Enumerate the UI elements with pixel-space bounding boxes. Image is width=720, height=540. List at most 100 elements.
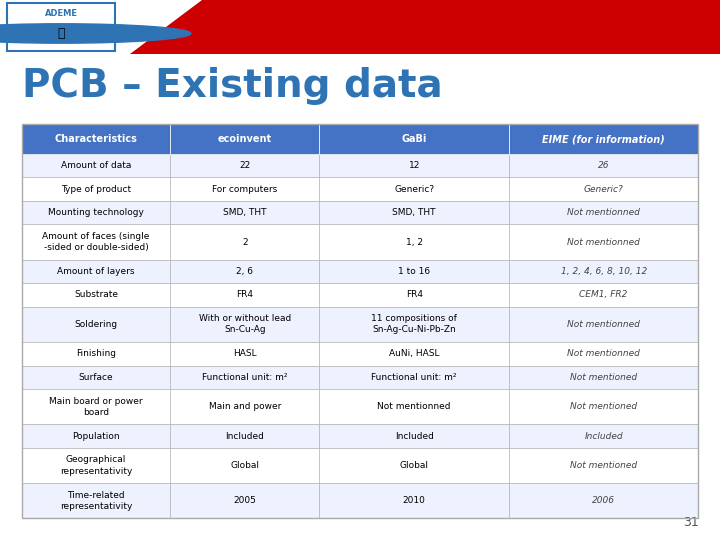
FancyBboxPatch shape: [171, 342, 320, 366]
FancyBboxPatch shape: [509, 366, 698, 389]
FancyBboxPatch shape: [22, 260, 171, 284]
FancyBboxPatch shape: [320, 201, 509, 225]
Text: 🌍: 🌍: [58, 27, 65, 40]
FancyBboxPatch shape: [171, 124, 320, 154]
FancyBboxPatch shape: [320, 154, 509, 178]
Text: 26: 26: [598, 161, 609, 170]
Text: Geographical
representativity: Geographical representativity: [60, 455, 132, 476]
Text: 2006: 2006: [592, 496, 615, 505]
FancyBboxPatch shape: [22, 201, 171, 225]
FancyBboxPatch shape: [171, 178, 320, 201]
FancyBboxPatch shape: [22, 389, 171, 424]
FancyBboxPatch shape: [22, 154, 171, 178]
FancyBboxPatch shape: [7, 3, 115, 51]
FancyBboxPatch shape: [22, 342, 171, 366]
FancyBboxPatch shape: [320, 284, 509, 307]
Text: Amount of data: Amount of data: [61, 161, 131, 170]
Text: Characteristics: Characteristics: [55, 134, 138, 144]
FancyBboxPatch shape: [22, 483, 171, 518]
FancyBboxPatch shape: [171, 154, 320, 178]
FancyBboxPatch shape: [171, 424, 320, 448]
Text: 22: 22: [239, 161, 251, 170]
FancyBboxPatch shape: [320, 260, 509, 284]
Text: 11 compositions of
Sn-Ag-Cu-Ni-Pb-Zn: 11 compositions of Sn-Ag-Cu-Ni-Pb-Zn: [372, 314, 457, 334]
Text: 2, 6: 2, 6: [236, 267, 253, 276]
FancyBboxPatch shape: [171, 284, 320, 307]
Polygon shape: [130, 0, 720, 54]
Text: 2005: 2005: [233, 496, 256, 505]
Text: Amount of faces (single
-sided or double-sided): Amount of faces (single -sided or double…: [42, 232, 150, 252]
FancyBboxPatch shape: [22, 124, 171, 154]
Text: 1, 2: 1, 2: [405, 238, 423, 247]
Text: FR4: FR4: [405, 291, 423, 300]
Text: SMD, THT: SMD, THT: [223, 208, 266, 217]
Text: For computers: For computers: [212, 185, 278, 194]
FancyBboxPatch shape: [22, 448, 171, 483]
Text: Included: Included: [585, 431, 623, 441]
FancyBboxPatch shape: [509, 284, 698, 307]
Text: GaBi: GaBi: [402, 134, 427, 144]
FancyBboxPatch shape: [171, 225, 320, 260]
FancyBboxPatch shape: [320, 178, 509, 201]
Text: Substrate: Substrate: [74, 291, 118, 300]
FancyBboxPatch shape: [22, 307, 171, 342]
FancyBboxPatch shape: [22, 284, 171, 307]
FancyBboxPatch shape: [171, 483, 320, 518]
Text: Not mentioned: Not mentioned: [570, 461, 637, 470]
FancyBboxPatch shape: [320, 307, 509, 342]
Text: Not mentioned: Not mentioned: [570, 402, 637, 411]
FancyBboxPatch shape: [22, 178, 171, 201]
FancyBboxPatch shape: [509, 201, 698, 225]
FancyBboxPatch shape: [509, 124, 698, 154]
Text: 1, 2, 4, 6, 8, 10, 12: 1, 2, 4, 6, 8, 10, 12: [561, 267, 647, 276]
FancyBboxPatch shape: [171, 448, 320, 483]
Text: EIME (for information): EIME (for information): [542, 134, 665, 144]
Text: Not mentionned: Not mentionned: [377, 402, 451, 411]
Text: Included: Included: [225, 431, 264, 441]
Text: Main board or power
board: Main board or power board: [49, 397, 143, 417]
FancyBboxPatch shape: [171, 307, 320, 342]
Text: 1 to 16: 1 to 16: [398, 267, 431, 276]
Text: Type of product: Type of product: [61, 185, 131, 194]
FancyBboxPatch shape: [171, 366, 320, 389]
FancyBboxPatch shape: [320, 342, 509, 366]
FancyBboxPatch shape: [320, 424, 509, 448]
FancyBboxPatch shape: [320, 366, 509, 389]
Text: Functional unit: m²: Functional unit: m²: [372, 373, 457, 382]
Text: 12: 12: [408, 161, 420, 170]
Text: HASL: HASL: [233, 349, 257, 358]
FancyBboxPatch shape: [509, 424, 698, 448]
FancyBboxPatch shape: [22, 424, 171, 448]
FancyBboxPatch shape: [509, 389, 698, 424]
Text: Not mentionned: Not mentionned: [567, 238, 640, 247]
Text: PCB – Existing data: PCB – Existing data: [22, 68, 442, 105]
FancyBboxPatch shape: [509, 178, 698, 201]
Text: Generic?: Generic?: [584, 185, 624, 194]
Text: With or without lead
Sn-Cu-Ag: With or without lead Sn-Cu-Ag: [199, 314, 291, 334]
FancyBboxPatch shape: [320, 225, 509, 260]
Text: Amount of layers: Amount of layers: [58, 267, 135, 276]
Text: Finishing: Finishing: [76, 349, 116, 358]
FancyBboxPatch shape: [171, 389, 320, 424]
Text: Not mentionned: Not mentionned: [567, 208, 640, 217]
Text: Population: Population: [72, 431, 120, 441]
FancyBboxPatch shape: [22, 366, 171, 389]
Text: Functional unit: m²: Functional unit: m²: [202, 373, 288, 382]
Text: 2010: 2010: [402, 496, 426, 505]
Text: Soldering: Soldering: [74, 320, 117, 329]
FancyBboxPatch shape: [320, 483, 509, 518]
FancyBboxPatch shape: [320, 448, 509, 483]
Text: Surface: Surface: [78, 373, 113, 382]
Circle shape: [0, 24, 191, 43]
Text: ADEME: ADEME: [45, 9, 78, 18]
FancyBboxPatch shape: [509, 154, 698, 178]
Text: Not mentionned: Not mentionned: [567, 320, 640, 329]
FancyBboxPatch shape: [22, 225, 171, 260]
Text: 31: 31: [683, 516, 698, 529]
Text: FR4: FR4: [236, 291, 253, 300]
FancyBboxPatch shape: [171, 260, 320, 284]
FancyBboxPatch shape: [509, 448, 698, 483]
Text: Time-related
representativity: Time-related representativity: [60, 491, 132, 511]
Text: Generic?: Generic?: [394, 185, 434, 194]
FancyBboxPatch shape: [320, 389, 509, 424]
